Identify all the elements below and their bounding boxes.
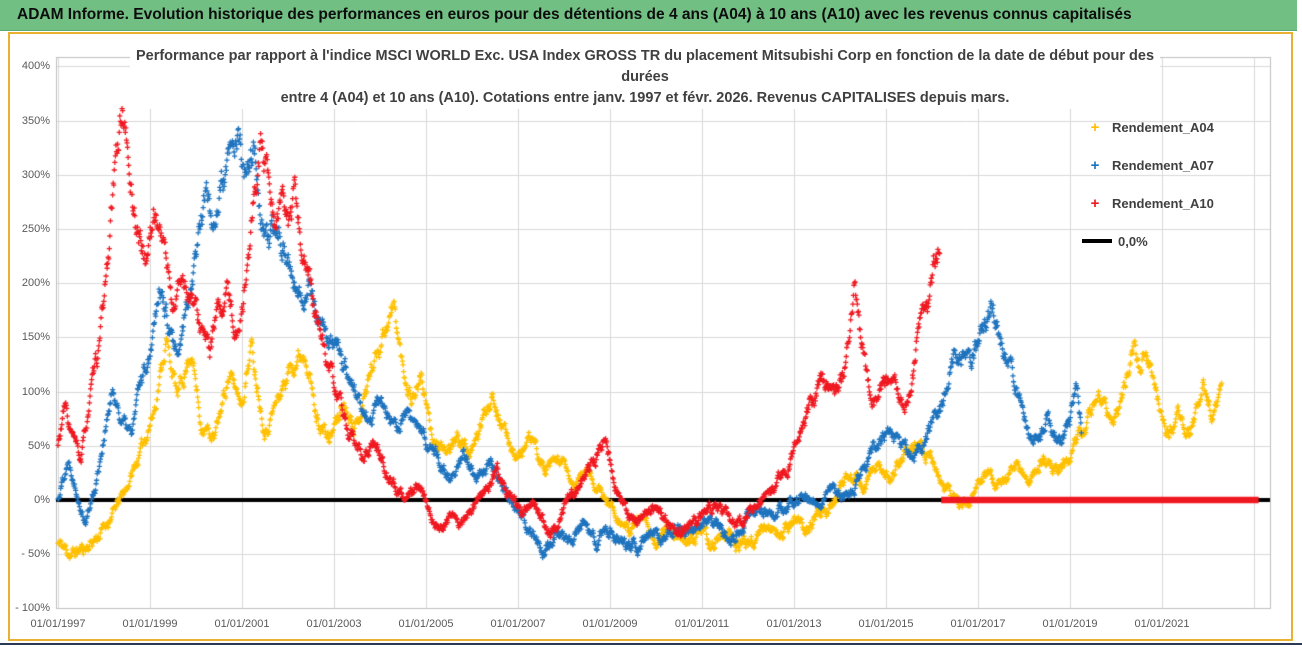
- y-axis-tick-label: - 100%: [15, 602, 50, 615]
- y-axis-tick-label: - 50%: [21, 548, 50, 561]
- y-axis-tick-label: 50%: [27, 439, 50, 452]
- legend-label: Rendement_A10: [1112, 195, 1214, 211]
- x-axis-tick-label: 01/01/2011: [674, 618, 730, 630]
- legend-item-rendement-a07[interactable]: + Rendement_A07: [1082, 150, 1278, 180]
- legend-label: Rendement_A07: [1112, 157, 1214, 173]
- x-axis-tick-label: 01/01/2017: [950, 618, 1006, 630]
- x-axis-tick-label: 01/01/2019: [1042, 618, 1098, 630]
- chart-legend: + Rendement_A04 + Rendement_A07 + Rendem…: [1082, 112, 1278, 264]
- chart-title: Performance par rapport à l'indice MSCI …: [130, 46, 1160, 109]
- legend-item-rendement-a10[interactable]: + Rendement_A10: [1082, 188, 1278, 218]
- chart-title-line: entre 4 (A04) et 10 ans (A10). Cotations…: [280, 90, 1010, 106]
- x-axis-tick-label: 01/01/1997: [30, 618, 86, 630]
- legend-label: Rendement_A04: [1112, 119, 1214, 135]
- chart-title-line: durées: [621, 69, 669, 85]
- plus-marker-icon: +: [1090, 118, 1100, 136]
- y-axis-tick-label: 350%: [21, 114, 50, 127]
- y-axis-tick-label: 0%: [34, 494, 50, 506]
- x-axis-tick-label: 01/01/2005: [398, 618, 454, 630]
- legend-label: 0,0%: [1118, 233, 1148, 249]
- y-axis-tick-label: 200%: [21, 277, 50, 290]
- x-axis-tick-label: 01/01/2001: [214, 618, 270, 630]
- y-axis-tick-label: 100%: [21, 385, 50, 398]
- x-axis-tick-label: 01/01/2015: [858, 618, 914, 630]
- x-axis-tick-label: 01/01/2003: [306, 618, 362, 630]
- y-axis-tick-label: 400%: [21, 60, 50, 73]
- x-axis-tick-label: 01/01/2021: [1134, 618, 1190, 630]
- legend-item-zero-line[interactable]: 0,0%: [1082, 226, 1278, 256]
- legend-item-rendement-a04[interactable]: + Rendement_A04: [1082, 112, 1278, 142]
- x-axis-tick-label: 01/01/2013: [766, 618, 822, 630]
- y-axis-tick-label: 300%: [21, 168, 50, 181]
- zero-line-swatch-icon: [1082, 239, 1112, 243]
- y-axis-tick-label: 250%: [21, 223, 50, 235]
- x-axis-tick-label: 01/01/1999: [122, 618, 178, 630]
- plus-marker-icon: +: [1090, 156, 1100, 174]
- plus-marker-icon: +: [1090, 194, 1100, 212]
- y-axis-tick-label: 150%: [21, 331, 50, 344]
- x-axis-tick-label: 01/01/2009: [582, 618, 638, 630]
- chart-title-line: Performance par rapport à l'indice MSCI …: [135, 48, 1155, 64]
- x-axis-tick-label: 01/01/2007: [490, 618, 546, 630]
